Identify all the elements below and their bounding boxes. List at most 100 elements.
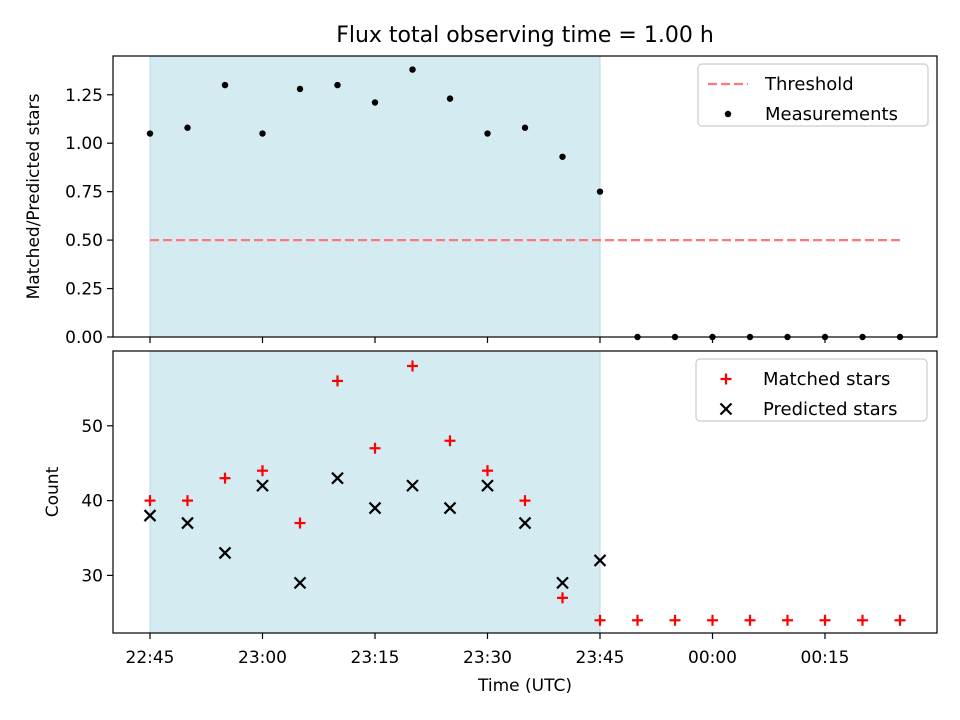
data-point: [259, 130, 266, 137]
data-point: [519, 495, 531, 507]
data-point: [371, 99, 379, 106]
x-tick-label: 00:00: [688, 648, 737, 668]
y-tick-label: 1.25: [65, 86, 103, 106]
data-point: [446, 95, 454, 102]
top-panel: 0.00 0.25 0.50 0.75 1.00 1.25 Matched/Predicte…: [24, 55, 938, 348]
data-point: [521, 124, 529, 131]
legend-swatch-dot: [724, 110, 732, 118]
legend-frame: [695, 358, 928, 422]
data-point: [857, 614, 868, 626]
data-point: [221, 81, 229, 89]
legend-item: Threshold: [708, 74, 854, 95]
legend-item: Measurements: [724, 104, 898, 125]
y-tick-label: 50: [81, 417, 103, 437]
y-tick-label: 0.75: [65, 183, 103, 203]
observing-window-span: [149, 350, 601, 634]
x-tick-label: 23:15: [351, 648, 400, 668]
legend-label: Threshold: [764, 74, 854, 95]
x-marker-b: [181, 516, 194, 530]
data-point: [596, 188, 604, 195]
x-marker-b: [368, 501, 382, 515]
data-point: [632, 614, 643, 626]
data-point: [744, 614, 756, 626]
legend-swatch-x-b: [719, 402, 733, 416]
data-point: [368, 501, 382, 515]
data-point: [556, 576, 569, 590]
legend-item: Matched stars: [720, 369, 890, 390]
legend-label: Predicted stars: [763, 399, 897, 420]
data-point: [593, 554, 607, 567]
x-marker-b: [481, 479, 494, 492]
data-point: [444, 435, 456, 447]
x-marker-b: [256, 479, 269, 492]
x-marker-b: [443, 501, 457, 515]
series-predicted-stars: [143, 471, 607, 590]
legend-label: Measurements: [765, 104, 898, 125]
data-point: [256, 479, 269, 492]
data-point: [144, 495, 156, 507]
x-tick-label: 23:45: [576, 648, 625, 668]
legend-label: Matched stars: [763, 369, 890, 390]
legend-item: Predicted stars: [719, 399, 897, 420]
data-point: [819, 614, 831, 626]
x-marker-b: [556, 576, 569, 590]
x-marker-b: [331, 471, 344, 485]
series-measurements: [146, 66, 904, 341]
bottom-panel: 30 40 50 22:45 23:00 23:15 23:30 23:45 00:00 00:1…: [43, 350, 938, 668]
data-point: [559, 153, 566, 160]
y-tick-label: 0.00: [65, 328, 103, 348]
data-point: [184, 124, 191, 131]
x-axis-label: Time (UTC): [477, 676, 572, 696]
data-point: [409, 66, 416, 73]
data-point: [219, 472, 231, 484]
data-point: [218, 546, 232, 560]
data-point: [594, 614, 606, 626]
data-point: [143, 509, 157, 522]
data-point: [332, 375, 343, 387]
x-tick-label: 00:15: [801, 648, 850, 668]
data-point: [407, 360, 418, 372]
y-axis-label: Matched/Predicted stars: [24, 93, 44, 299]
data-point: [296, 85, 304, 93]
y-tick-label: 0.25: [65, 280, 103, 300]
data-point: [331, 471, 344, 485]
axes-frame: [112, 55, 938, 338]
x-marker-b: [406, 479, 419, 492]
data-point: [484, 130, 491, 137]
x-tick-label: 23:30: [463, 648, 512, 668]
x-marker-b: [143, 509, 157, 522]
data-point: [181, 516, 194, 530]
data-point: [894, 614, 906, 626]
chart-title: Flux total observing time = 1.00 h: [336, 23, 714, 48]
legend-frame: [697, 63, 929, 127]
data-point: [182, 495, 193, 507]
data-point: [707, 614, 718, 626]
data-point: [443, 501, 457, 515]
data-point: [481, 479, 494, 492]
data-point: [369, 442, 381, 454]
y-tick-label: 1.00: [65, 134, 103, 154]
data-point: [293, 576, 307, 590]
y-axis-label: Count: [43, 466, 63, 517]
data-point: [146, 130, 154, 137]
x-marker-b: [218, 546, 232, 560]
legend: Matched stars Predicted stars: [695, 358, 928, 422]
data-point: [782, 614, 793, 626]
x-tick-label: 22:45: [126, 648, 175, 668]
y-tick-label: 30: [81, 566, 103, 586]
y-tick-label: 0.50: [65, 231, 103, 251]
data-point: [257, 465, 268, 477]
data-point: [557, 592, 568, 604]
axes-frame: [112, 350, 938, 634]
observing-window-span: [149, 55, 601, 338]
data-point: [518, 516, 532, 530]
legend: Threshold Measurements: [697, 63, 929, 127]
x-tick-label: 23:00: [238, 648, 287, 668]
x-marker-b: [518, 516, 532, 530]
x-marker-b: [293, 576, 307, 590]
data-point: [482, 465, 493, 477]
series-matched-stars: [144, 360, 906, 626]
x-marker-b: [593, 554, 607, 567]
data-point: [294, 517, 306, 529]
